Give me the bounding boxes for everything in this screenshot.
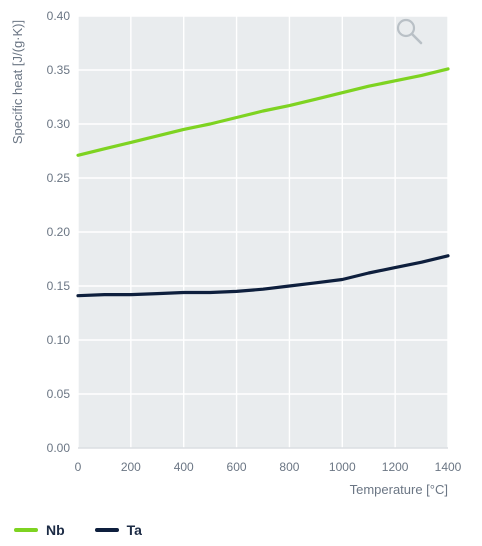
x-tick-label: 600	[227, 460, 247, 474]
y-tick-label: 0.30	[47, 117, 71, 131]
legend-label-ta: Ta	[126, 522, 142, 538]
x-tick-label: 400	[174, 460, 194, 474]
legend-item-nb[interactable]: Nb	[14, 522, 65, 538]
y-tick-label: 0.05	[47, 387, 71, 401]
x-axis-label: Temperature [°C]	[350, 482, 448, 497]
legend: Nb Ta	[14, 522, 142, 538]
legend-swatch-nb	[14, 528, 38, 532]
y-tick-labels: 0.00 0.05 0.10 0.15 0.20 0.25 0.30 0.35 0.40	[47, 9, 71, 455]
series-line-nb	[76, 67, 450, 157]
y-tick-label: 0.00	[47, 441, 71, 455]
legend-swatch-ta	[94, 528, 119, 532]
x-tick-label: 1200	[382, 460, 409, 474]
x-tick-label: 1400	[435, 460, 462, 474]
magnifier-icon[interactable]	[394, 16, 424, 46]
x-tick-label: 1000	[329, 460, 356, 474]
x-tick-label: 0	[75, 460, 82, 474]
y-axis-label: Specific heat [J/(g·K)]	[10, 20, 25, 144]
x-tick-labels: 0 200 400 600 800 1000 1200 1400	[75, 460, 462, 474]
y-tick-label: 0.35	[47, 63, 71, 77]
series-line-ta	[76, 254, 450, 298]
grid	[77, 15, 449, 449]
legend-label-nb: Nb	[46, 522, 65, 538]
y-tick-label: 0.40	[47, 9, 71, 23]
y-tick-label: 0.25	[47, 171, 71, 185]
y-tick-label: 0.15	[47, 279, 71, 293]
y-tick-label: 0.10	[47, 333, 71, 347]
x-tick-label: 200	[121, 460, 141, 474]
x-tick-label: 800	[279, 460, 299, 474]
legend-item-ta[interactable]: Ta	[94, 522, 142, 538]
y-tick-label: 0.20	[47, 225, 71, 239]
series	[76, 67, 450, 298]
